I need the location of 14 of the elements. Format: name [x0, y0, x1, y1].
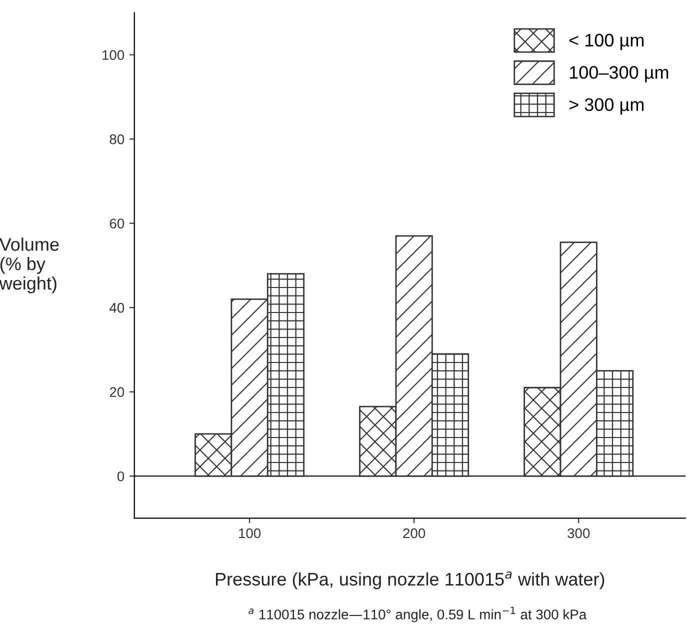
legend-label: < 100 µm: [569, 34, 644, 50]
y-tick-label: 100: [102, 50, 124, 60]
x-axis-title: Pressure (kPa, using nozzle 110015$^{a}$ with water): [216, 571, 604, 590]
y-tick-label: 40: [110, 302, 124, 313]
legend-label: 100–300 µm: [570, 66, 668, 82]
y-tick-label: 0: [117, 471, 124, 482]
text: $^{a}$ 110015 nozzle—110° angle, 0.59 L min$^{−1}$ at 300 kPa: [248, 606, 587, 622]
x-tick-label: 100: [239, 528, 261, 538]
x-tick-label: 300: [568, 528, 590, 538]
legend-label: > 300 µm: [569, 98, 644, 115]
y-tick-label: 60: [110, 218, 124, 228]
y-tick-label: 80: [110, 134, 124, 144]
y-tick-label: 20: [110, 387, 124, 398]
x-tick-label: 200: [403, 528, 426, 538]
